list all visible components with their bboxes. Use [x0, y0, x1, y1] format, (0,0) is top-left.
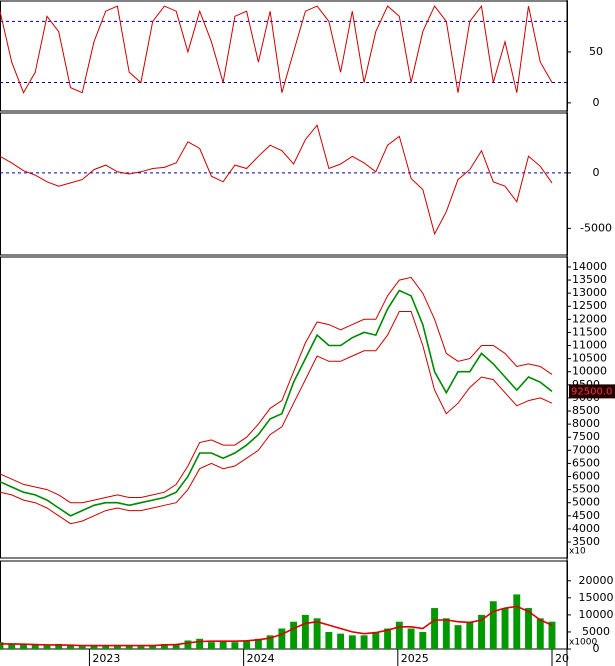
volume-bar [454, 625, 462, 649]
volume-bar [43, 645, 51, 649]
volume-bar [31, 644, 39, 649]
panel-frame [0, 112, 568, 256]
y-tick-label: 5000 [572, 496, 600, 509]
y-tick-label: 12000 [572, 312, 607, 325]
volume-bar [513, 594, 521, 649]
y-tick-label: 8000 [572, 417, 600, 430]
volume-bar [149, 645, 157, 649]
axis-multiplier: x1000 [569, 638, 598, 648]
x-tick-label: 2025 [401, 652, 429, 665]
volume-bar [78, 646, 86, 649]
volume-bar [8, 643, 16, 649]
y-tick-label: 0 [593, 642, 600, 655]
series-line [0, 605, 553, 647]
volume-bar [67, 644, 74, 649]
last-value-box [569, 384, 615, 399]
volume-bar [442, 618, 450, 649]
y-tick-label: 8500 [572, 404, 600, 417]
y-tick-label: 10000 [579, 608, 614, 621]
y-tick-label: 11000 [572, 339, 607, 352]
y-tick-label: 12500 [572, 299, 607, 312]
series-line [0, 4, 553, 94]
y-tick-label: 4000 [572, 522, 600, 535]
volume-bar [290, 621, 298, 649]
volume-bar [231, 642, 239, 649]
volume-bar [384, 628, 392, 649]
volume-bar [184, 640, 192, 649]
volume-bar [525, 608, 532, 649]
volume-bar [301, 614, 309, 649]
volume-bar [125, 645, 133, 649]
x-tick-label: 20 [555, 652, 569, 665]
volume-bar [419, 631, 427, 649]
y-tick-label: 0 [593, 166, 600, 179]
y-tick-label: 14000 [572, 260, 607, 273]
volume-bar [196, 638, 204, 649]
volume-bar [407, 628, 415, 649]
volume-bar [266, 635, 274, 649]
volume-bar [337, 633, 345, 649]
volume-bar [90, 645, 98, 649]
y-tick-label: 7000 [572, 443, 600, 456]
volume-bar [536, 618, 544, 649]
volume-bar [478, 614, 485, 649]
series-line [0, 311, 553, 525]
y-tick-label: 10000 [572, 365, 607, 378]
volume-bar [466, 621, 474, 649]
y-tick-label: 13500 [572, 273, 607, 286]
volume-bar [548, 621, 556, 649]
series-line [0, 289, 553, 517]
y-tick-label: 10500 [572, 352, 607, 365]
volume-bar [348, 635, 356, 649]
y-tick-label: 15000 [579, 591, 614, 604]
volume-bar [395, 621, 403, 649]
y-tick-label: 6000 [572, 470, 600, 483]
panel-frame [0, 0, 568, 112]
volume-bar [113, 644, 121, 649]
y-tick-label: 50 [589, 45, 603, 58]
y-tick-label: 3500 [572, 535, 600, 548]
volume-bar [160, 643, 168, 649]
y-tick-label: 4500 [572, 509, 600, 522]
last-value-label: 92500.0 [571, 386, 612, 397]
y-tick-label: 5000 [582, 625, 610, 638]
volume-bar [137, 646, 145, 649]
series-line [0, 124, 553, 236]
volume-bar [325, 631, 333, 649]
y-tick-label: 7500 [572, 430, 600, 443]
volume-bar [501, 608, 509, 649]
volume-bar [172, 643, 180, 649]
volume-bar [0, 642, 4, 649]
axis-multiplier: x10 [569, 547, 586, 557]
y-tick-label: 6500 [572, 456, 600, 469]
x-tick-label: 2024 [247, 652, 275, 665]
volume-bar [243, 640, 251, 649]
volume-bar [55, 643, 63, 649]
y-tick-label: 5500 [572, 483, 600, 496]
volume-bar [489, 601, 497, 649]
x-tick-label: 2023 [92, 652, 120, 665]
volume-bar [219, 640, 227, 649]
volume-bar [207, 642, 215, 649]
volume-bar [254, 638, 262, 649]
y-tick-label: -5000 [580, 221, 612, 234]
y-tick-label: 20000 [579, 574, 614, 587]
volume-bar [278, 628, 286, 649]
y-tick-label: 11500 [572, 325, 607, 338]
volume-bar [102, 645, 110, 649]
y-tick-label: 13000 [572, 286, 607, 299]
volume-bar [372, 631, 380, 649]
series-line [0, 276, 553, 504]
volume-bar [20, 643, 27, 649]
volume-bar [431, 608, 439, 649]
y-tick-label: 0 [593, 96, 600, 109]
volume-bar [360, 635, 368, 649]
volume-bar [313, 618, 321, 649]
